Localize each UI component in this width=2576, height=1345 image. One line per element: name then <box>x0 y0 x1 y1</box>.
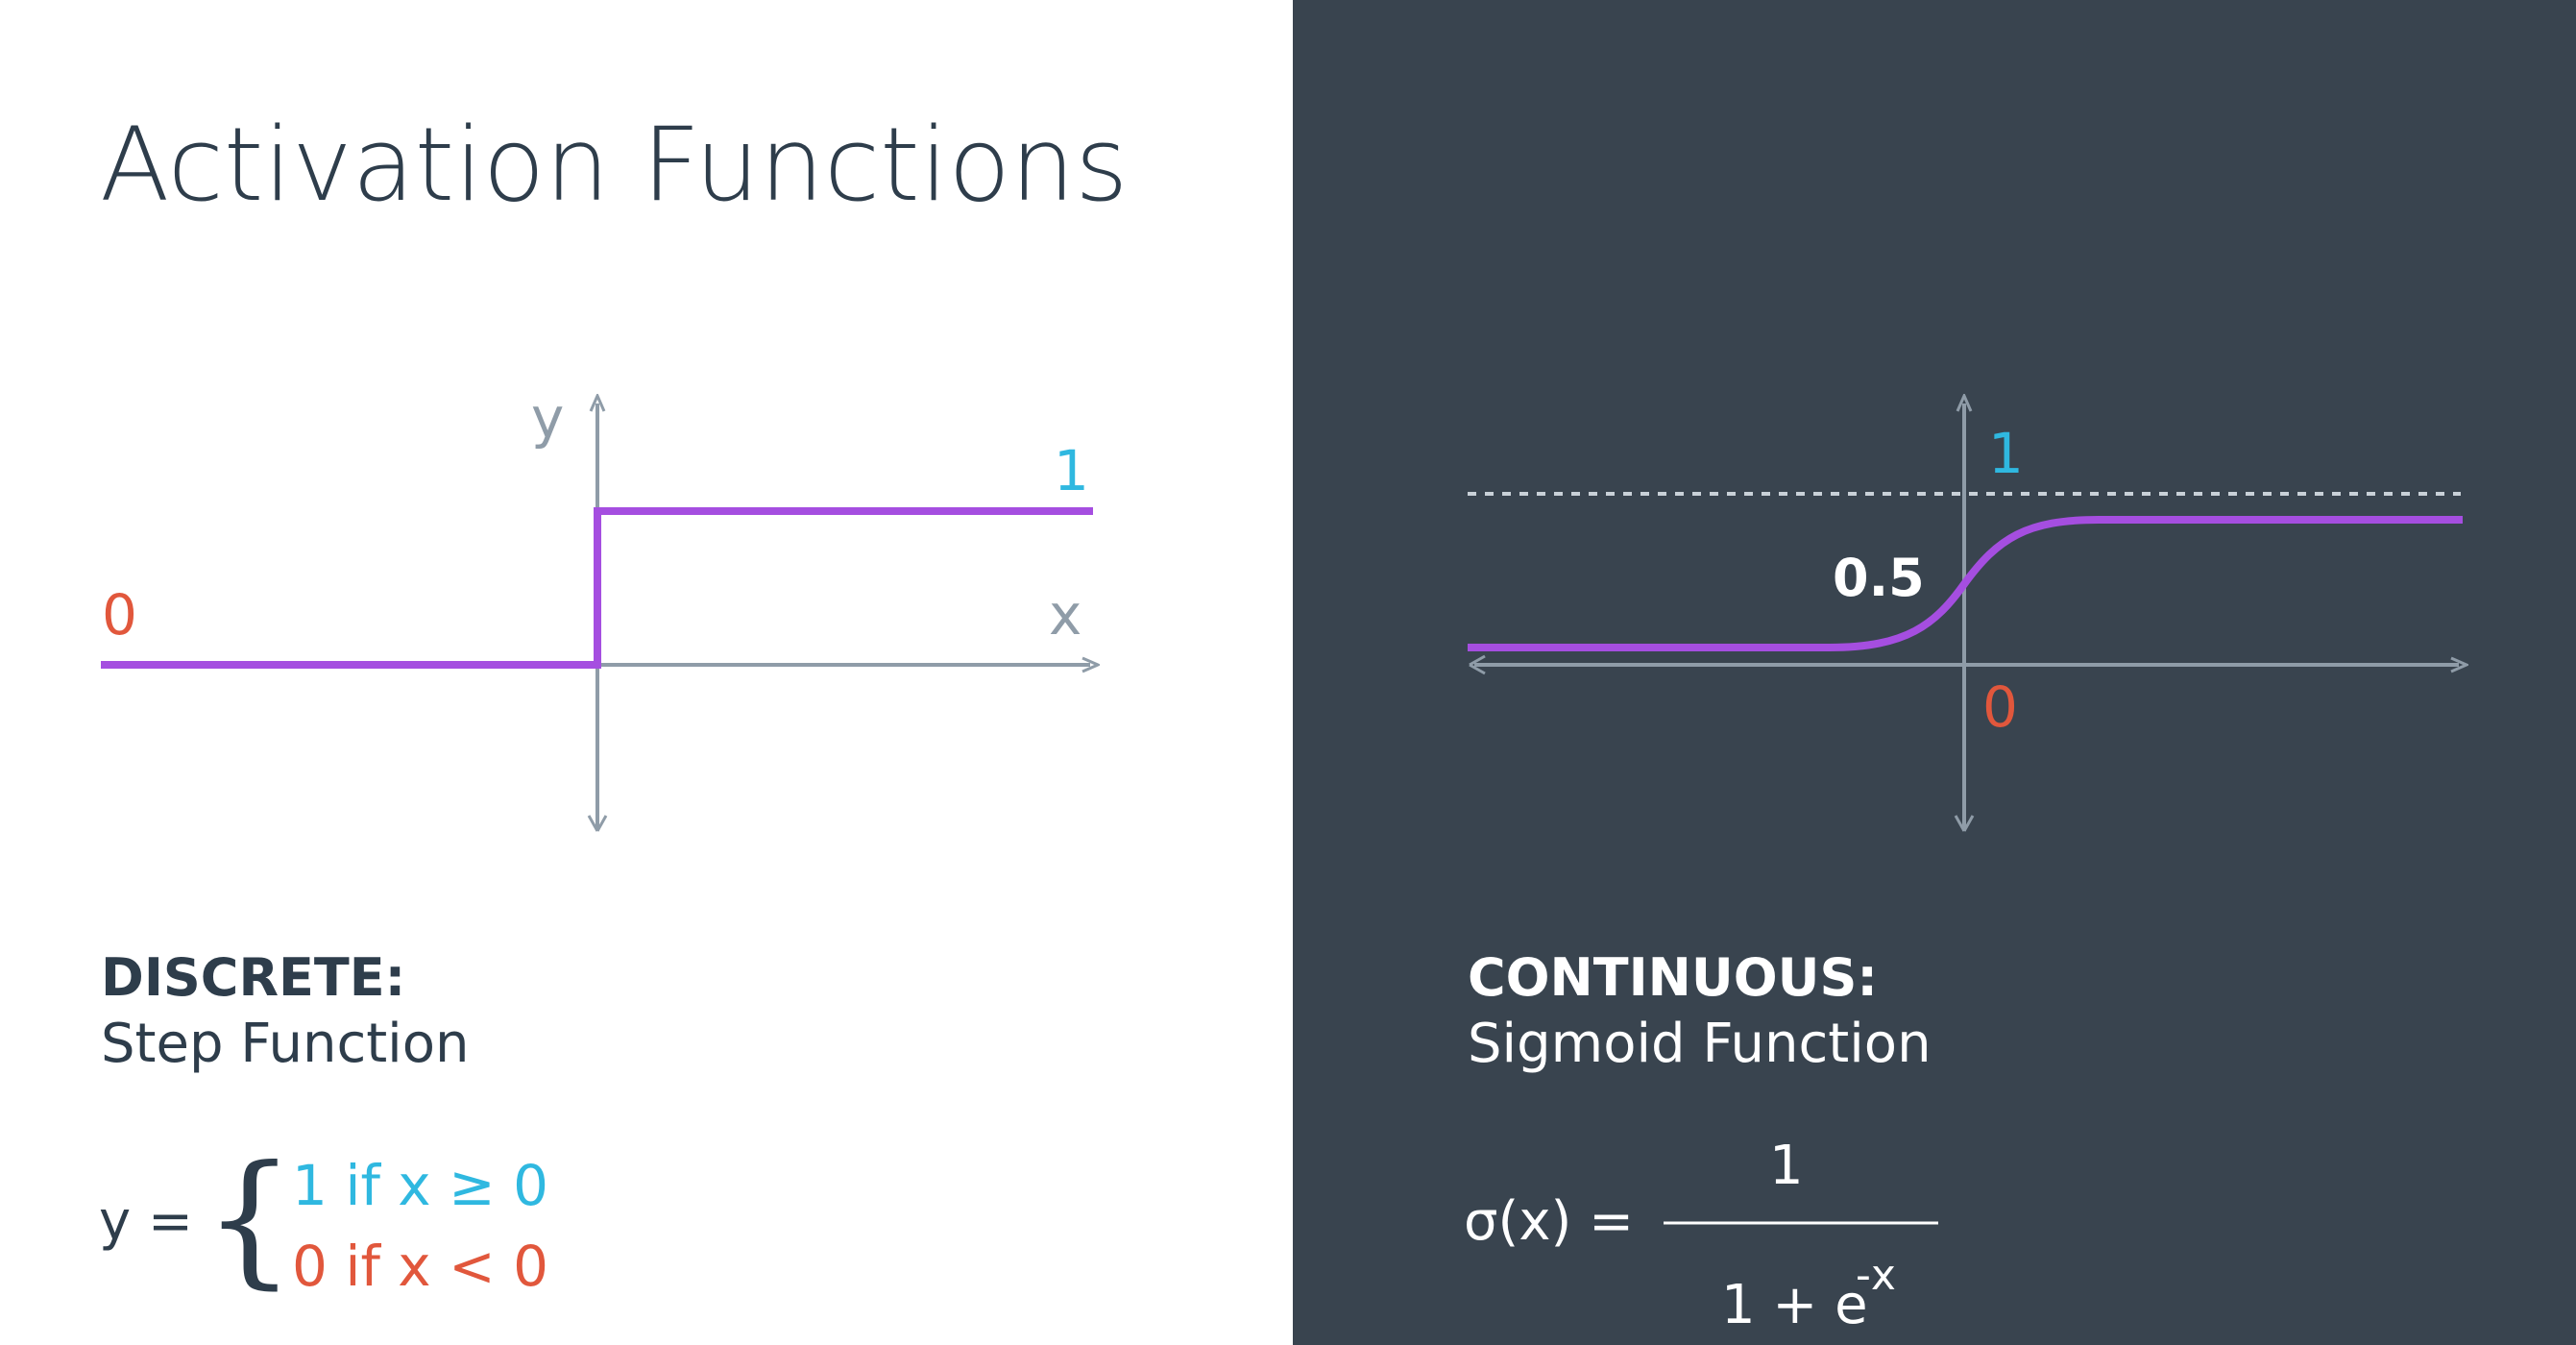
sigmoid-formula-numerator: 1 <box>1769 1135 1804 1197</box>
step-y-axis-down-arrow <box>587 815 608 832</box>
step-curve <box>101 507 1093 669</box>
step-label-zero: 0 <box>102 582 137 648</box>
sigmoid-label-half: 0.5 <box>1833 548 1925 608</box>
sigmoid-formula-lhs: σ(x) = <box>1464 1190 1634 1253</box>
sigmoid-x-axis-left-arrow <box>1469 654 1486 675</box>
sigmoid-formula-denominator: 1 + e <box>1721 1274 1868 1336</box>
step-y-axis-label: y <box>531 385 564 451</box>
sigmoid-label-zero: 0 <box>1982 674 2018 740</box>
step-formula-case-zero: 0 if x < 0 <box>292 1234 548 1299</box>
step-x-axis-label: x <box>1049 582 1081 648</box>
slide-title: Activation Functions <box>100 106 1128 224</box>
step-formula-lhs: y = <box>99 1190 193 1253</box>
sigmoid-category: CONTINUOUS: <box>1468 947 1878 1008</box>
right-panel <box>1293 0 2576 1345</box>
step-graph: y x 1 0 <box>101 385 1093 832</box>
sigmoid-graph: 1 0.5 0 <box>1468 404 2463 832</box>
sigmoid-curve <box>1468 516 2463 651</box>
sigmoid-y-axis-down-arrow <box>1954 815 1975 832</box>
sigmoid-formula-exponent: -x <box>1856 1251 1896 1300</box>
step-formula-brace: { <box>204 1136 295 1303</box>
step-label-one: 1 <box>1054 438 1089 503</box>
sigmoid-label-one: 1 <box>1988 421 2024 486</box>
sigmoid-name: Sigmoid Function <box>1468 1013 1932 1075</box>
left-panel <box>0 0 1293 1345</box>
step-formula-case-one: 1 if x ≥ 0 <box>292 1153 548 1218</box>
step-name: Step Function <box>101 1013 470 1075</box>
sigmoid-formula: σ(x) = 1 1 + e -x <box>1464 1135 1938 1336</box>
step-formula: y = { 1 if x ≥ 0 0 if x < 0 <box>99 1136 548 1303</box>
step-category: DISCRETE: <box>101 947 405 1008</box>
